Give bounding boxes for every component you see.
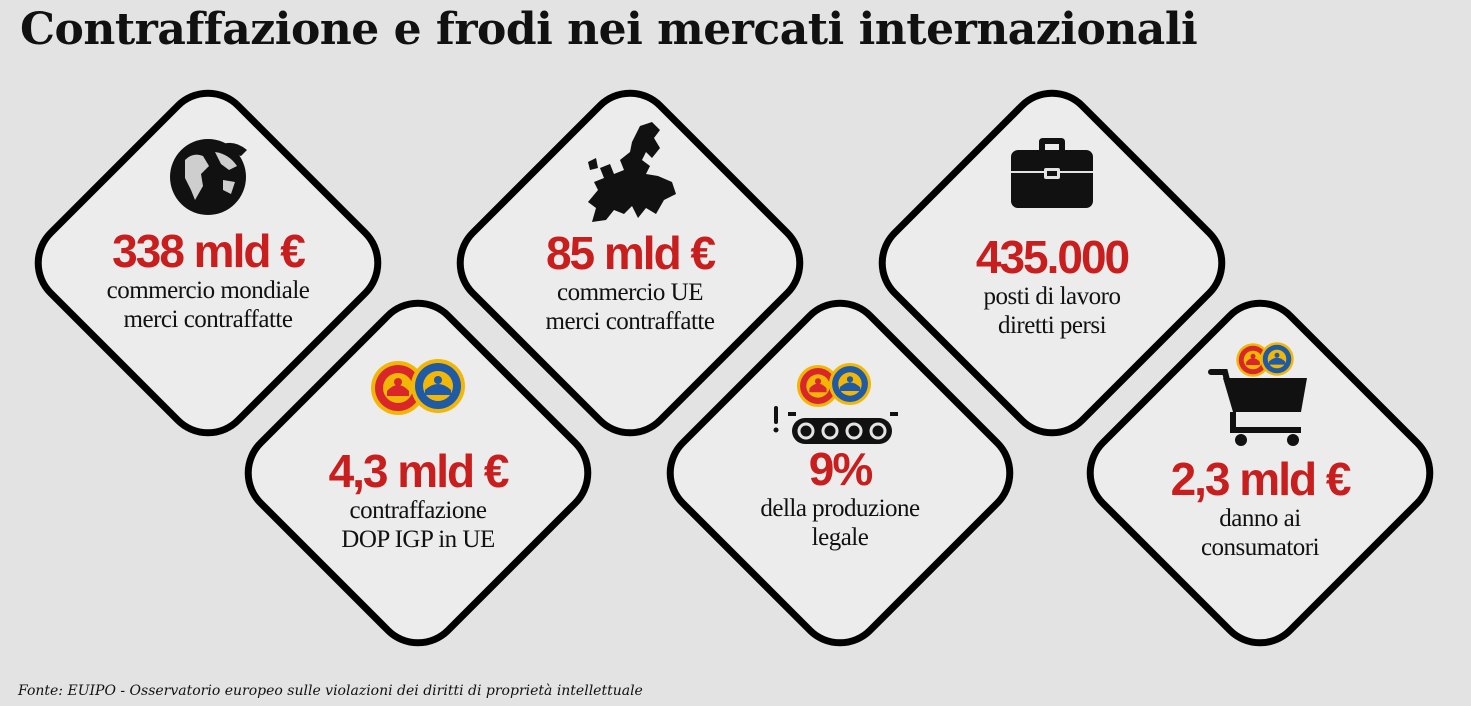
card-consumers: 2,3 mld € danno ai consumatori (1110, 340, 1410, 562)
dop-igp-seals-icon (371, 359, 465, 415)
source-note: Fonte: EUIPO - Osservatorio europeo sull… (18, 683, 643, 699)
desc-dop-igp-2: DOP IGP in UE (341, 526, 495, 553)
desc-consumers-1: danno ai (1219, 505, 1301, 532)
briefcase-icon (1011, 138, 1093, 208)
europe-map-icon (588, 122, 676, 222)
desc-legal-production-1: della produzione (760, 495, 920, 522)
desc-jobs-1: posti di lavoro (983, 283, 1121, 310)
globe-icon (170, 139, 247, 215)
desc-world-trade-1: commercio mondiale (106, 277, 310, 304)
shopping-cart-icon (1208, 342, 1307, 446)
desc-dop-igp-1: contraffazione (349, 497, 487, 524)
value-dop-igp: 4,3 mld € (328, 445, 510, 497)
value-eu-trade: 85 mld € (545, 227, 716, 279)
card-legal-production: 9% della produzione legale (690, 356, 990, 552)
desc-world-trade-2: merci contraffatte (123, 306, 293, 333)
value-jobs: 435.000 (975, 231, 1130, 283)
card-world-trade: 338 mld € commercio mondiale merci contr… (58, 130, 358, 334)
card-dop-igp: 4,3 mld € contraffazione DOP IGP in UE (268, 350, 568, 554)
value-world-trade: 338 mld € (112, 225, 306, 277)
page-title: Contraffazione e frodi nei mercati inter… (20, 4, 1198, 55)
desc-eu-trade-2: merci contraffatte (545, 308, 715, 335)
desc-consumers-2: consumatori (1200, 534, 1320, 561)
desc-legal-production-2: legale (811, 524, 869, 551)
desc-jobs-2: diretti persi (997, 312, 1107, 339)
conveyor-belt-icon (773, 362, 898, 444)
value-legal-production: 9% (808, 443, 873, 495)
desc-eu-trade-1: commercio UE (556, 279, 704, 306)
card-eu-trade: 85 mld € commercio UE merci contraffatte (480, 118, 780, 336)
card-jobs: 435.000 posti di lavoro diretti persi (902, 138, 1202, 340)
value-consumers: 2,3 mld € (1170, 453, 1352, 505)
